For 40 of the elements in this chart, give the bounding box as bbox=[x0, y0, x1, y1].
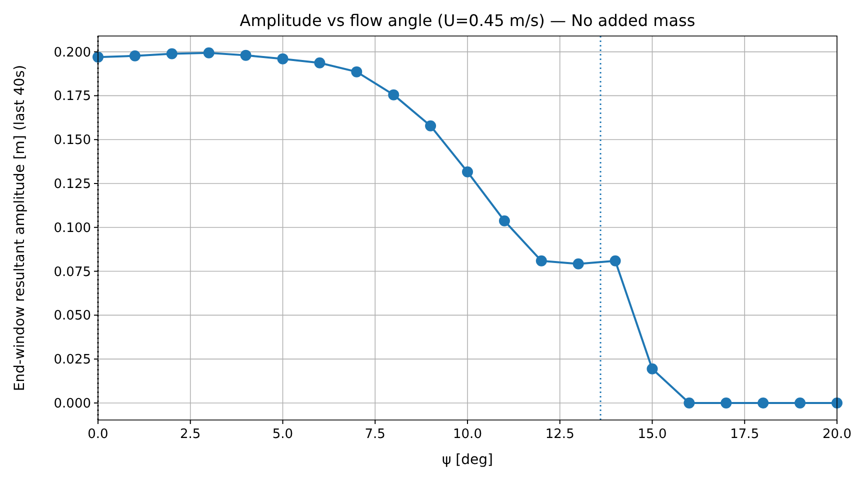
point bbox=[203, 47, 214, 58]
y-tick-label: 0.050 bbox=[54, 308, 91, 324]
point bbox=[684, 397, 695, 408]
point bbox=[572, 258, 584, 270]
y-tick-label: 0.100 bbox=[54, 220, 91, 236]
point bbox=[129, 50, 140, 62]
point bbox=[166, 48, 178, 60]
x-tick-label: 0.0 bbox=[88, 427, 108, 442]
y-tick-label: 0.125 bbox=[54, 176, 91, 192]
x-tick-label: 20.0 bbox=[822, 427, 852, 442]
point bbox=[388, 89, 400, 100]
point bbox=[240, 50, 252, 61]
point bbox=[351, 66, 362, 78]
point bbox=[610, 255, 621, 266]
point bbox=[314, 57, 326, 68]
y-axis-title: End-window resultant amplitude [m] (last 40s) bbox=[12, 64, 28, 392]
point bbox=[646, 363, 658, 374]
point bbox=[425, 120, 436, 132]
point bbox=[536, 255, 547, 266]
y-tick-label: 0.200 bbox=[54, 45, 91, 60]
point bbox=[462, 166, 473, 178]
x-tick-label: 5.0 bbox=[272, 427, 294, 442]
x-tick-label: 15.0 bbox=[638, 427, 667, 442]
point bbox=[277, 53, 288, 64]
point bbox=[720, 397, 732, 408]
y-tick-label: 0.150 bbox=[54, 133, 91, 148]
y-tick-label: 0.000 bbox=[54, 396, 91, 412]
point bbox=[794, 397, 806, 408]
y-tick-label: 0.075 bbox=[54, 264, 91, 280]
x-tick-label: 12.5 bbox=[545, 427, 574, 442]
x-tick-label: 7.5 bbox=[364, 427, 386, 442]
chart-title: Amplitude vs flow angle (U=0.45 m/s) — No added mass bbox=[240, 11, 696, 30]
y-tick-label: 0.175 bbox=[54, 89, 91, 104]
x-tick-label: 2.5 bbox=[180, 427, 201, 442]
x-tick-label: 10.0 bbox=[453, 427, 482, 442]
point bbox=[758, 397, 769, 408]
point bbox=[498, 215, 510, 226]
y-tick-label: 0.025 bbox=[54, 352, 91, 368]
x-axis-title: ψ [deg] bbox=[442, 452, 493, 468]
x-tick-label: 17.5 bbox=[730, 427, 760, 442]
